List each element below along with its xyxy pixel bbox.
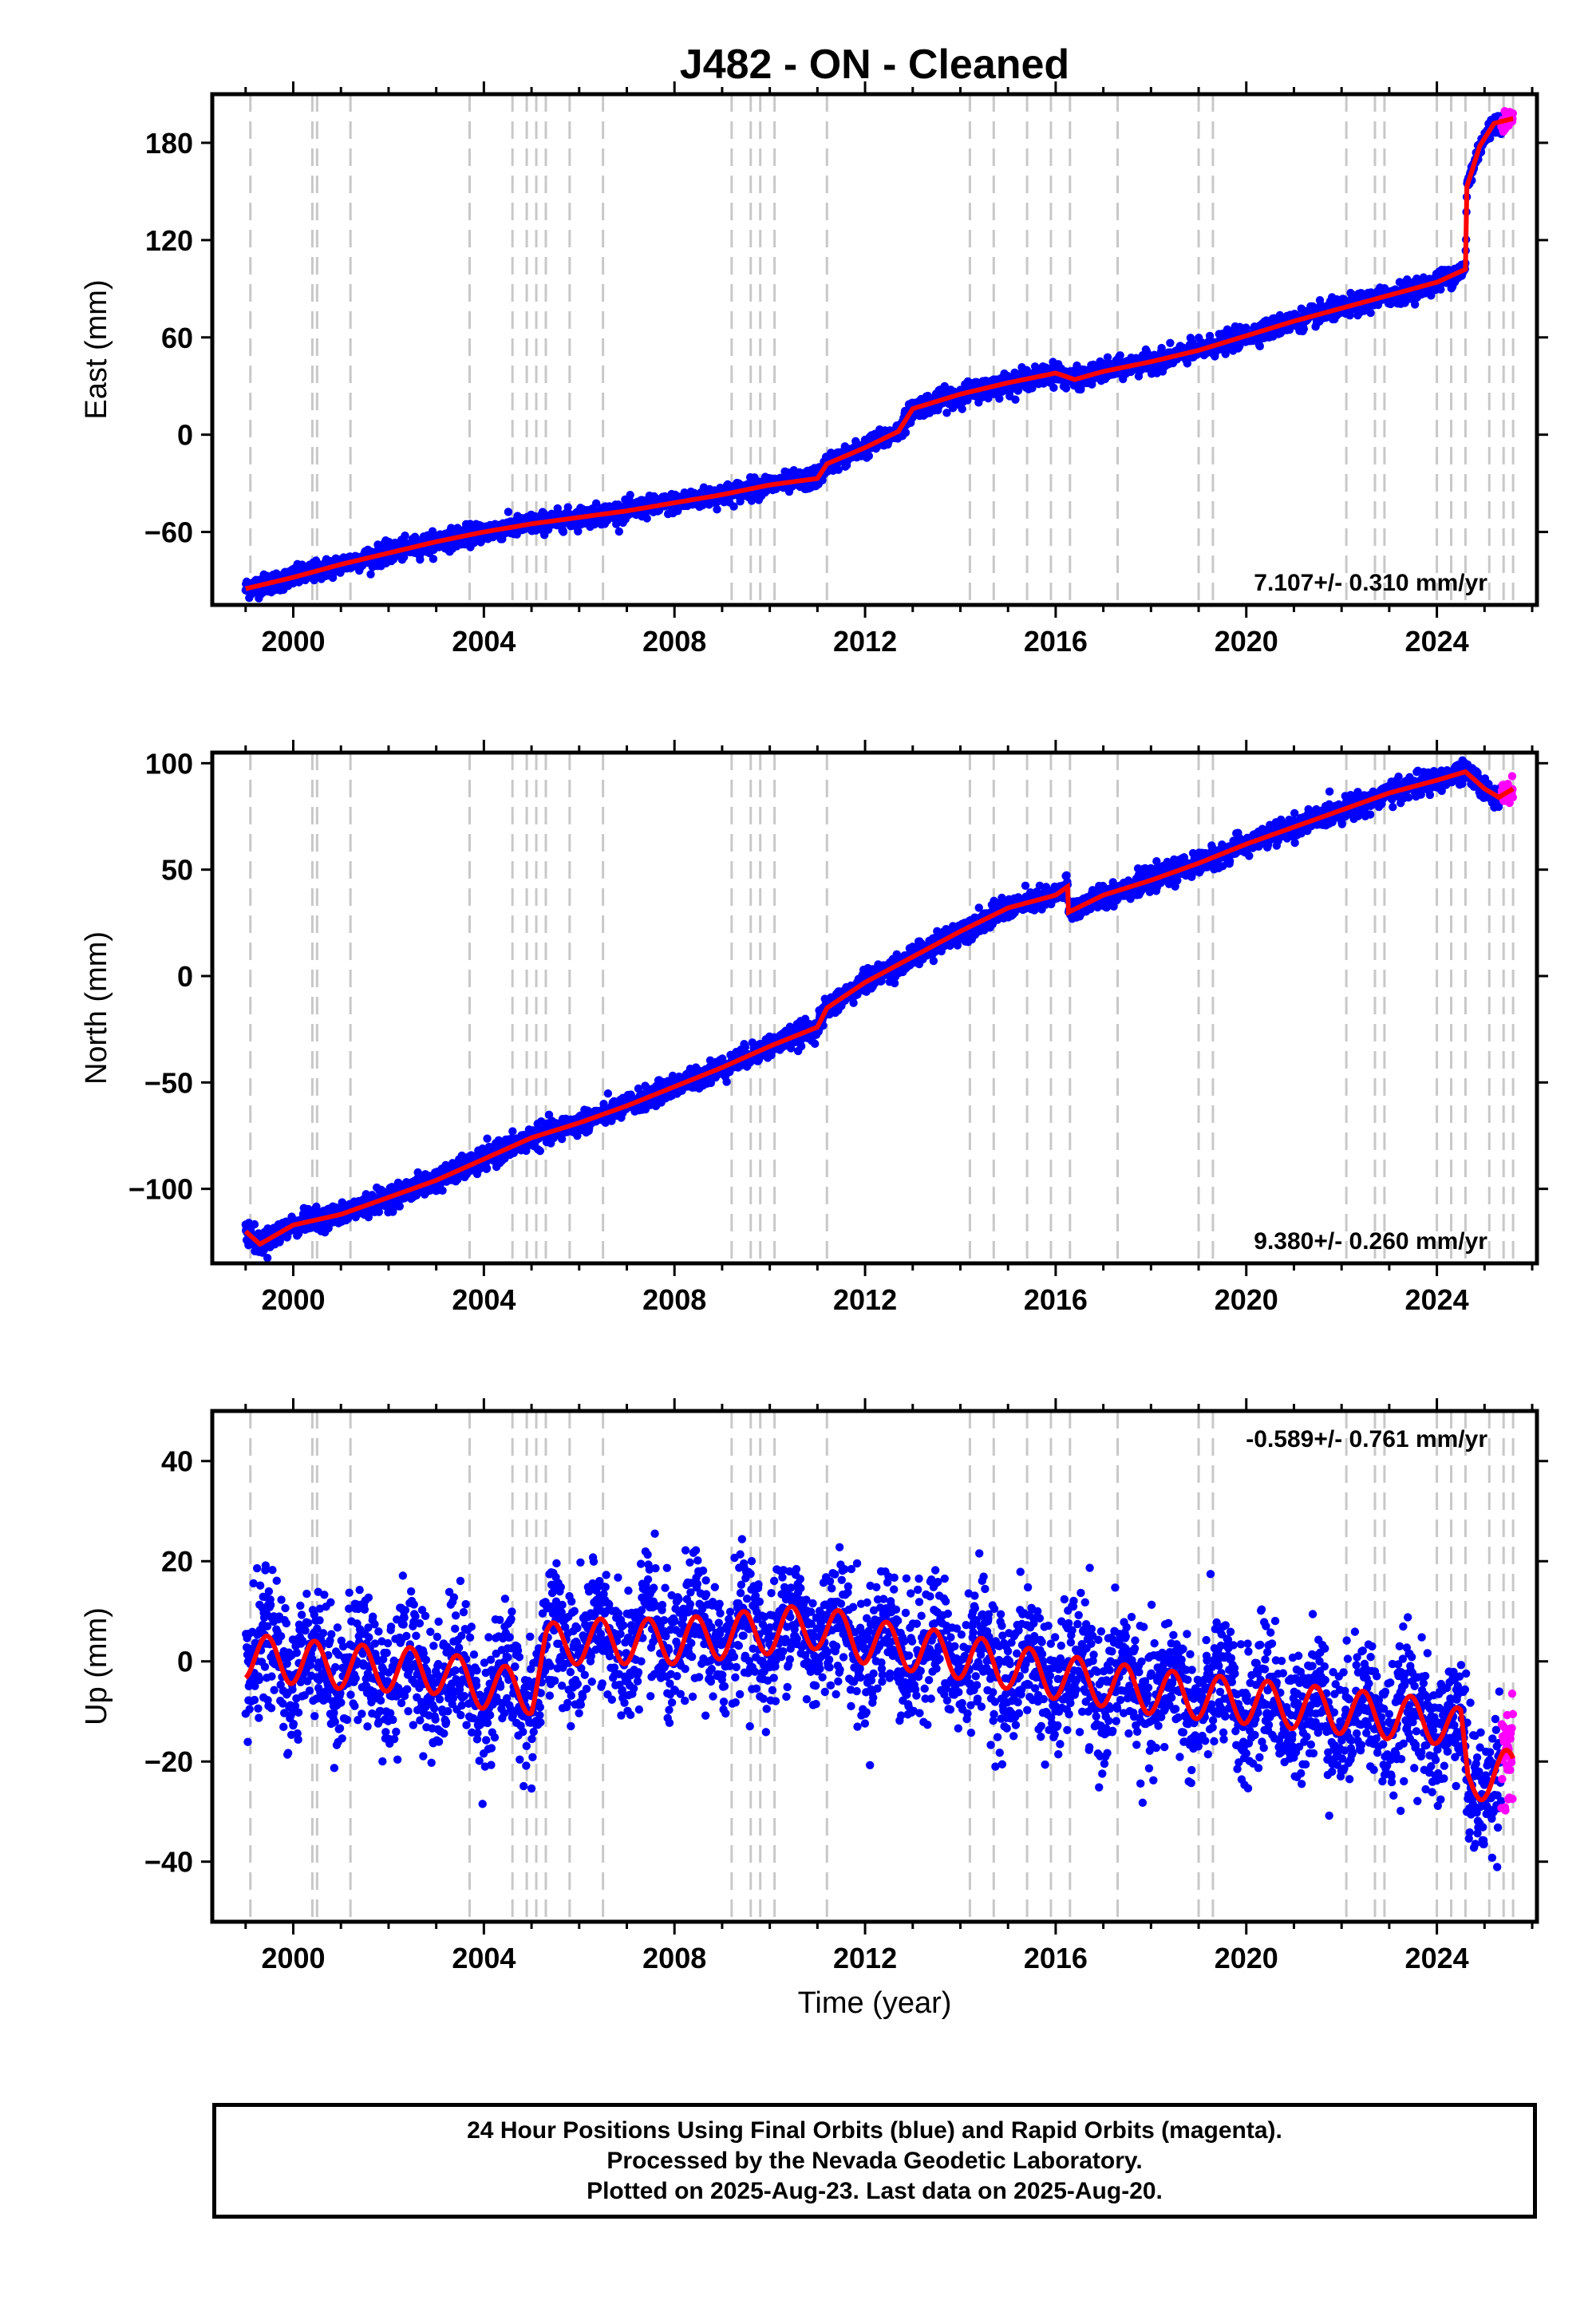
final-orbit-point [1255,342,1264,351]
y-tick-label: −60 [144,516,193,549]
final-orbit-point [1386,299,1395,309]
panels: −60 0 60 120 180 2000 2004 2008 2012 2016 2020 2024… [80,81,1548,1974]
final-orbit-point [429,555,438,563]
final-orbit-point [1366,308,1375,318]
final-orbit-point [401,531,409,540]
final-orbit-point [591,499,601,508]
final-orbit-point [250,1219,259,1229]
y-axis-label: East (mm) [80,279,113,419]
final-orbit-point [366,570,375,579]
x-tick-label: 2016 [1024,625,1088,658]
x-tick-label: 2004 [452,625,516,658]
data-points [241,756,1518,1263]
final-orbit-point [1436,285,1445,294]
final-orbit-point [508,1127,517,1136]
final-orbit-point [1011,395,1020,404]
x-tick-label: 2024 [1405,625,1469,658]
final-orbit-point [713,505,721,514]
final-orbit-point [942,409,951,417]
panel-1: −60 0 60 120 180 2000 2004 2008 2012 2016 2020 2024… [80,81,1548,658]
final-orbit-point [603,1089,613,1098]
final-orbit-point [642,514,651,523]
figure-title: J482 - ON - Cleaned [680,41,1069,88]
final-orbit-point [483,1134,492,1143]
final-orbit-point [535,1146,545,1156]
final-orbit-point [416,555,425,564]
final-orbit-point [729,502,738,511]
x-tick-label: 2000 [261,625,325,658]
final-orbit-point [626,491,634,500]
velocity-rate-label: 7.107+/- 0.310 mm/yr [1254,570,1487,596]
final-orbit-point [1299,324,1309,334]
final-orbit-point [263,1253,272,1263]
x-tick-label: 2012 [833,625,897,658]
y-tick-label: 0 [177,419,193,452]
final-orbit-point [574,527,583,536]
final-orbit-point [438,1186,447,1196]
equipment-change-lines [249,94,1515,605]
final-orbit-point [504,508,513,516]
final-orbit-point [1166,338,1175,347]
final-orbit-point [614,527,623,536]
final-orbit-point [374,1207,384,1216]
final-orbit-point [469,538,479,547]
final-orbit-point [364,1212,373,1222]
final-orbit-point [1205,331,1215,341]
final-orbit-point [275,1236,284,1246]
final-orbit-point [557,1134,567,1144]
final-orbit-point [1410,300,1420,309]
final-orbit-point [864,452,874,460]
final-orbit-point [559,528,568,536]
final-orbit-point [395,1202,405,1211]
rapid-orbit-point [1508,109,1518,118]
final-orbit-point [834,465,843,474]
plot-frame [210,92,1539,607]
y-tick-label: 120 [145,224,193,257]
data-points [241,107,1518,603]
y-tick-label: 180 [145,127,193,160]
final-orbit-point [1116,351,1124,360]
model-fit-line [244,116,1514,591]
final-orbit-point [399,552,409,562]
final-orbit-point [958,405,966,413]
final-orbit-point [901,428,911,437]
y-tick-label: 60 [161,322,193,354]
final-orbit-point [482,1164,492,1173]
final-orbit-point [1183,359,1192,368]
x-tick-label: 2008 [642,625,706,658]
final-orbit-point [389,1207,397,1216]
final-orbit-point [413,1168,422,1177]
final-orbit-point [1049,383,1058,393]
final-orbit-point [1061,384,1071,393]
final-orbit-point [995,394,1004,403]
final-orbit-point [563,503,572,512]
x-tick-label: 2020 [1215,625,1278,658]
